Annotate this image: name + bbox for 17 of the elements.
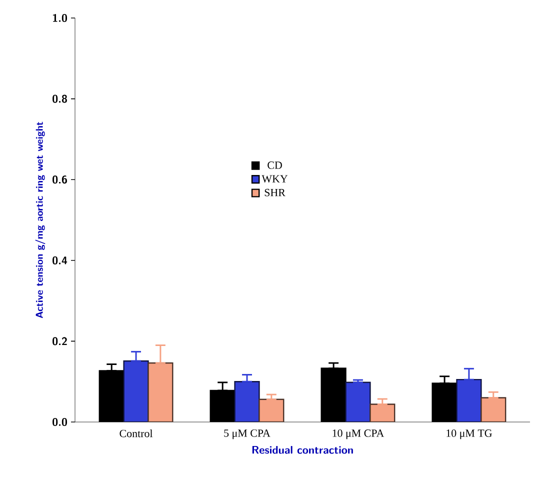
x-axis-title: Residual contraction: [252, 446, 353, 454]
x-tick-label: Control: [120, 430, 153, 438]
legend-label: CD: [268, 162, 282, 169]
y-tick-label: 0.6: [52, 176, 67, 184]
y-tick-label: 0.0: [52, 418, 68, 426]
x-tick-label: 10 μM CPA: [332, 430, 384, 440]
y-tick-label: 1.0: [52, 14, 68, 22]
x-tick-label: 5 μM CPA: [224, 430, 270, 440]
y-tick-label: 0.4: [52, 256, 68, 264]
legend-label: WKY: [262, 175, 288, 183]
legend-label: SHR: [264, 188, 286, 196]
bar: [345, 382, 371, 422]
y-axis-title: Active tension g/mg aortic ring wet weight: [35, 122, 46, 318]
y-tick-label: 0.2: [52, 337, 67, 346]
y-tick-label: 0.8: [52, 94, 67, 103]
x-tick-label: 10 μM TG: [446, 430, 492, 440]
bar: [258, 398, 284, 422]
